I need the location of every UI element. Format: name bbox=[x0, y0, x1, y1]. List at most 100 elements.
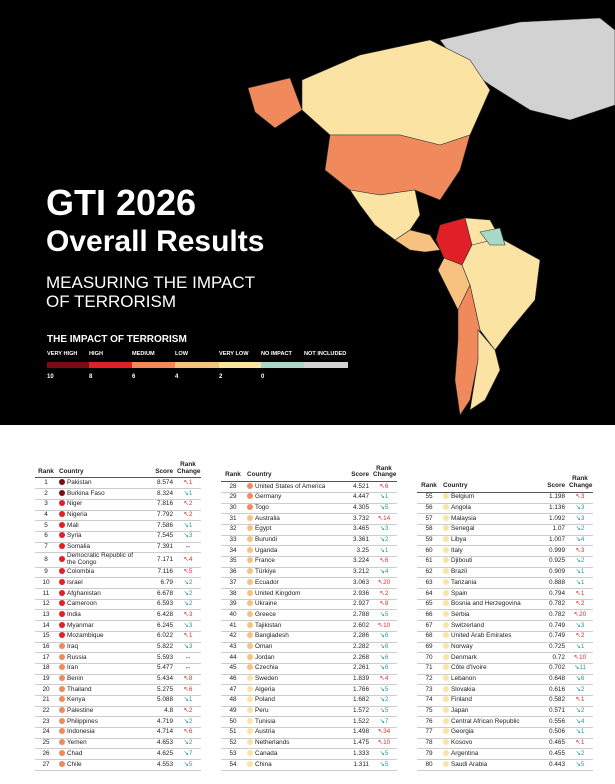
score: 7.391 bbox=[143, 542, 175, 554]
score-dot bbox=[59, 532, 65, 539]
score: 0.72 bbox=[535, 652, 567, 664]
table-row: 32 Egypt 3.465 ↘3 bbox=[221, 524, 397, 536]
country: Tajikistan bbox=[253, 620, 339, 632]
table-row: 54 China 1.311 ↘5 bbox=[221, 759, 397, 771]
rank-change: ↘3 bbox=[567, 620, 593, 632]
score: 2.268 bbox=[339, 652, 371, 664]
rank: 80 bbox=[417, 759, 441, 771]
dot-cell bbox=[57, 642, 65, 654]
table-row: 77 Georgia 0.506 ↘1 bbox=[417, 727, 593, 739]
score-dot bbox=[59, 543, 65, 550]
score-dot bbox=[247, 749, 253, 756]
score: 2.936 bbox=[339, 588, 371, 600]
rank: 11 bbox=[35, 588, 57, 600]
score: 2.261 bbox=[339, 663, 371, 675]
rank-change: ↖2 bbox=[175, 706, 201, 718]
country: Tunisia bbox=[253, 716, 339, 728]
rank: 62 bbox=[417, 567, 441, 579]
table-row: 59 Libya 1.007 ↘4 bbox=[417, 535, 593, 547]
rank-change: ↖2 bbox=[371, 588, 397, 600]
score-dot bbox=[443, 653, 449, 660]
score-dot bbox=[59, 728, 65, 735]
score: 5.593 bbox=[143, 652, 175, 664]
subtitle: MEASURING THE IMPACT bbox=[46, 273, 255, 292]
dot-cell bbox=[57, 684, 65, 696]
header-cell: Country bbox=[245, 462, 339, 483]
rank: 68 bbox=[417, 631, 441, 643]
score: 4.625 bbox=[143, 748, 175, 761]
score: 0.443 bbox=[535, 759, 567, 771]
table-row: 39 Ukraine 2.927 ↖8 bbox=[221, 599, 397, 611]
dot-cell bbox=[245, 642, 253, 654]
country: Somalia bbox=[65, 542, 143, 554]
rank-change: ↔ bbox=[175, 542, 201, 554]
dot-cell bbox=[245, 663, 253, 675]
dot-cell bbox=[57, 620, 65, 632]
dot-cell bbox=[441, 535, 449, 547]
dot-cell bbox=[57, 577, 65, 590]
rank: 28 bbox=[221, 481, 245, 493]
country: Italy bbox=[449, 545, 535, 557]
score: 1.839 bbox=[339, 674, 371, 686]
rank: 76 bbox=[417, 716, 441, 728]
country: France bbox=[253, 556, 339, 568]
dot-cell bbox=[57, 706, 65, 718]
rank-change: ↘2 bbox=[567, 706, 593, 718]
table-row: 8 Democratic Republic of the Congo 7.171 ↖4 bbox=[35, 552, 201, 568]
rank-change: ↖2 bbox=[567, 631, 593, 643]
dot-cell bbox=[245, 738, 253, 750]
dot-cell bbox=[57, 588, 65, 600]
table-column: Rank Country Score Rank Change 1 Pakistan 8.57… bbox=[35, 461, 201, 771]
rank-change: ↖34 bbox=[371, 727, 397, 739]
table-row: 65 Bosnia and Herzegovina 0.782 ↖2 bbox=[417, 599, 593, 611]
table-row: 60 Italy 0.999 ↖3 bbox=[417, 545, 593, 557]
score-dot bbox=[247, 760, 253, 767]
rank: 65 bbox=[417, 599, 441, 611]
rank: 18 bbox=[35, 663, 57, 675]
table-row: 69 Norway 0.725 ↘1 bbox=[417, 642, 593, 654]
rank-change: ↘6 bbox=[567, 674, 593, 686]
table-row: 48 Poland 1.682 ↘2 bbox=[221, 695, 397, 707]
rank-change: ↘5 bbox=[175, 759, 201, 771]
dot-cell bbox=[245, 759, 253, 771]
rank: 41 bbox=[221, 620, 245, 632]
score: 7.792 bbox=[143, 510, 175, 522]
rank-change: ↘1 bbox=[175, 488, 201, 500]
rank: 73 bbox=[417, 684, 441, 696]
score-dot bbox=[443, 536, 449, 543]
rank-change: ↖6 bbox=[175, 727, 201, 739]
table-row: 49 Peru 1.572 ↘5 bbox=[221, 706, 397, 718]
score-dot bbox=[443, 696, 449, 703]
header-row: Rank Country Score Rank Change bbox=[417, 462, 593, 493]
header-cell: Score bbox=[339, 462, 371, 483]
score: 7.586 bbox=[143, 520, 175, 532]
rank: 51 bbox=[221, 727, 245, 739]
rank-change: ↘2 bbox=[175, 577, 201, 590]
country: China bbox=[253, 759, 339, 771]
dot-cell bbox=[245, 513, 253, 525]
table-column: Rank Country Score Rank Change 55 Belgium 1.19… bbox=[417, 462, 593, 771]
rank: 16 bbox=[35, 642, 57, 654]
rank: 40 bbox=[221, 609, 245, 622]
score-dot bbox=[59, 717, 65, 724]
score: 1.07 bbox=[535, 524, 567, 536]
legend-label: MEDIUM bbox=[132, 351, 155, 357]
dot-cell bbox=[57, 727, 65, 739]
dot-cell bbox=[441, 620, 449, 632]
score-dot bbox=[59, 696, 65, 703]
score-dot bbox=[247, 600, 253, 607]
country: Spain bbox=[449, 588, 535, 600]
score: 3.25 bbox=[339, 545, 371, 557]
rank: 32 bbox=[221, 524, 245, 536]
country: Serbia bbox=[449, 609, 535, 622]
score-dot bbox=[247, 728, 253, 735]
country: Netherlands bbox=[253, 738, 339, 750]
country: Kosovo bbox=[449, 738, 535, 750]
rank-change: ↖10 bbox=[567, 652, 593, 664]
country: Tanzania bbox=[449, 577, 535, 590]
rank-change: ↘1 bbox=[567, 642, 593, 654]
header-cell: Score bbox=[535, 462, 567, 493]
legend-label: VERY LOW bbox=[219, 351, 249, 357]
score: 6.678 bbox=[143, 588, 175, 600]
score: 6.79 bbox=[143, 577, 175, 590]
